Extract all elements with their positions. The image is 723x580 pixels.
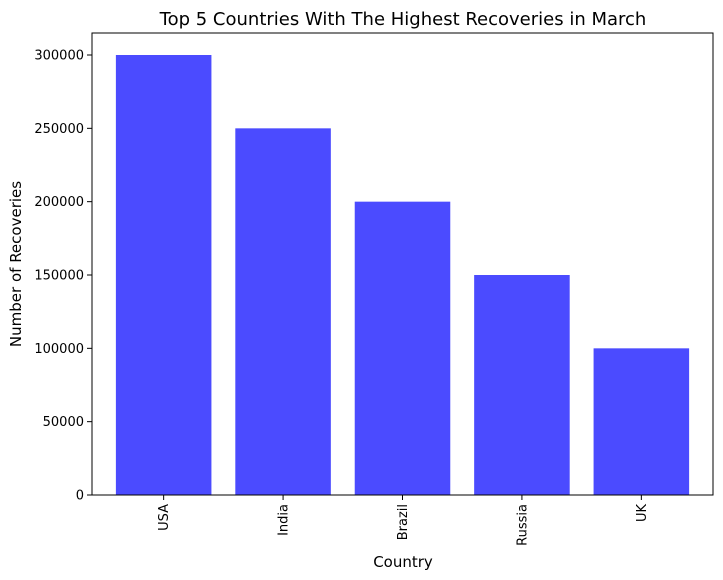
x-tick-label-usa: USA bbox=[157, 504, 172, 531]
y-axis-ticks: 0 50000 100000 150000 200000 250000 300000 bbox=[34, 49, 92, 504]
chart-title: Top 5 Countries With The Highest Recover… bbox=[159, 9, 647, 30]
y-tick-label: 300000 bbox=[34, 49, 84, 64]
x-tick-label-uk: UK bbox=[635, 504, 650, 523]
y-tick-label: 150000 bbox=[34, 269, 84, 284]
bar-india bbox=[235, 128, 331, 496]
x-tick-label-russia: Russia bbox=[515, 504, 530, 546]
bars-group bbox=[115, 55, 690, 496]
y-tick-label: 100000 bbox=[34, 342, 84, 357]
plot-frame bbox=[91, 32, 714, 496]
x-tick-label-india: India bbox=[277, 504, 292, 536]
y-axis-label: Number of Recoveries bbox=[7, 181, 25, 347]
bar-uk bbox=[593, 348, 690, 495]
x-axis-ticks: USA India Brazil Russia UK bbox=[157, 495, 650, 546]
bar-usa bbox=[115, 55, 212, 495]
y-tick-label: 250000 bbox=[34, 122, 84, 137]
y-tick-label: 0 bbox=[76, 489, 84, 504]
x-axis-label: Country bbox=[373, 553, 433, 571]
bar-brazil bbox=[354, 201, 451, 495]
bar-russia bbox=[474, 275, 570, 495]
y-tick-label: 200000 bbox=[34, 195, 84, 210]
y-tick-label: 50000 bbox=[43, 415, 84, 430]
x-tick-label-brazil: Brazil bbox=[396, 504, 411, 540]
